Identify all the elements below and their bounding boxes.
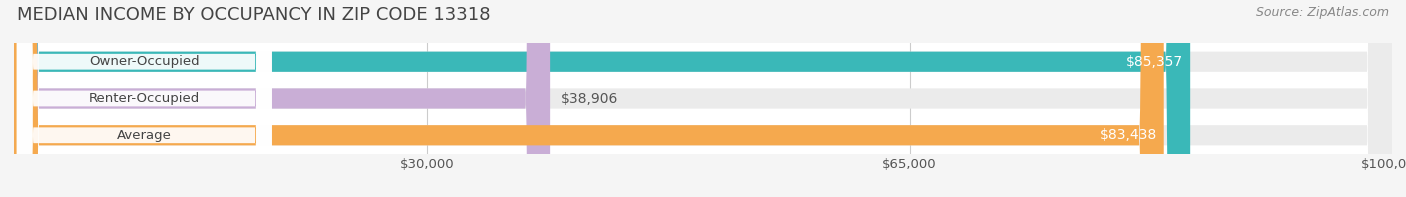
FancyBboxPatch shape [14,0,1164,197]
FancyBboxPatch shape [17,0,271,197]
Text: $85,357: $85,357 [1126,55,1184,69]
Text: Owner-Occupied: Owner-Occupied [89,55,200,68]
FancyBboxPatch shape [14,0,550,197]
Text: $38,906: $38,906 [561,91,619,106]
Text: $83,438: $83,438 [1099,128,1157,142]
FancyBboxPatch shape [14,0,1392,197]
Text: Renter-Occupied: Renter-Occupied [89,92,200,105]
FancyBboxPatch shape [17,0,271,197]
FancyBboxPatch shape [14,0,1189,197]
Text: Source: ZipAtlas.com: Source: ZipAtlas.com [1256,6,1389,19]
FancyBboxPatch shape [17,0,271,197]
Text: Average: Average [117,129,172,142]
FancyBboxPatch shape [14,0,1392,197]
FancyBboxPatch shape [14,0,1392,197]
Text: MEDIAN INCOME BY OCCUPANCY IN ZIP CODE 13318: MEDIAN INCOME BY OCCUPANCY IN ZIP CODE 1… [17,6,491,24]
